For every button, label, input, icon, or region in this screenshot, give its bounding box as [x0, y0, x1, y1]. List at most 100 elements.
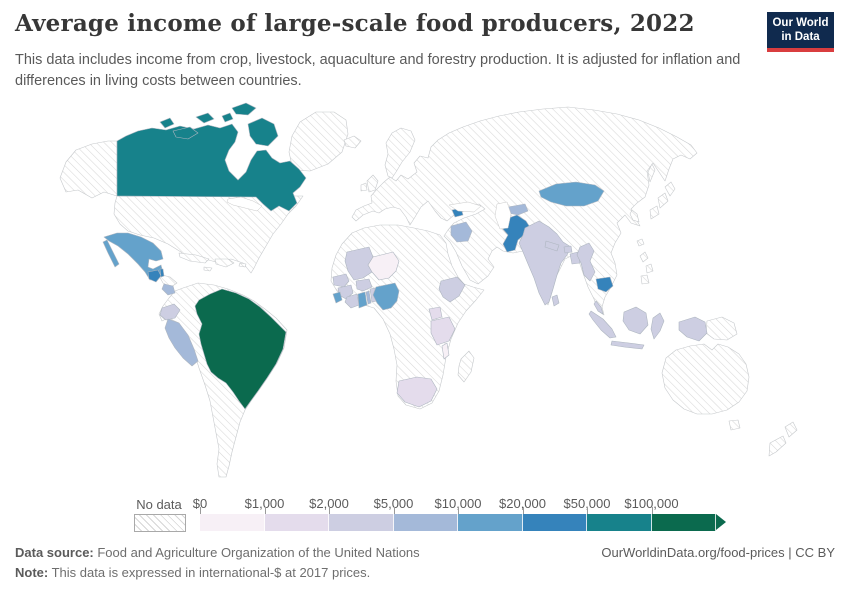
country-mexico[interactable]: [102, 232, 164, 281]
country-indonesia-borneo[interactable]: [622, 306, 649, 335]
country-indonesia-sulawesi[interactable]: [650, 312, 665, 340]
country-bhutan[interactable]: [563, 245, 573, 254]
legend-tick-label-7: $100,000: [624, 496, 679, 511]
country-guatemala[interactable]: [147, 269, 162, 283]
region-cuba-no-data[interactable]: [178, 252, 210, 264]
region-ireland-no-data[interactable]: [360, 182, 368, 192]
country-india[interactable]: [518, 220, 572, 306]
great-lakes: [226, 196, 263, 212]
page-title: Average income of large-scale food produ…: [15, 10, 695, 37]
country-senegal[interactable]: [332, 273, 350, 288]
legend-no-data-swatch[interactable]: [134, 514, 186, 532]
country-ghana[interactable]: [357, 291, 368, 309]
country-mongolia[interactable]: [538, 181, 605, 207]
country-burkina-faso[interactable]: [355, 278, 373, 292]
legend-tick-mark-6: [587, 507, 588, 514]
legend-tick-label-6: $50,000: [563, 496, 611, 511]
country-brazil[interactable]: [194, 288, 287, 410]
country-malaysia[interactable]: [593, 300, 604, 315]
legend-bucket-2[interactable]: [329, 514, 394, 531]
region-taiwan-no-data[interactable]: [636, 238, 645, 247]
legend-tick-label-3: $5,000: [373, 496, 414, 511]
region-japan-no-data[interactable]: [649, 181, 676, 220]
country-togo[interactable]: [365, 290, 372, 305]
page-subtitle: This data includes income from crop, liv…: [15, 52, 741, 89]
legend-tick-mark-0: [200, 507, 201, 514]
chart-footer: Data source: Food and Agriculture Organi…: [15, 543, 835, 583]
country-nepal[interactable]: [544, 240, 560, 252]
region-alaska-no-data[interactable]: [59, 140, 118, 199]
country-sierra-leone[interactable]: [332, 291, 343, 304]
country-uganda[interactable]: [428, 306, 443, 321]
region-honduras-no-data[interactable]: [157, 273, 178, 288]
footer-note-text: This data is expressed in international-…: [48, 565, 371, 580]
region-hispaniola-no-data[interactable]: [214, 258, 235, 268]
region-scandinavia-no-data[interactable]: [384, 127, 416, 179]
country-iraq[interactable]: [450, 221, 473, 243]
country-south-africa[interactable]: [396, 376, 438, 408]
region-iceland-no-data[interactable]: [343, 135, 362, 149]
region-madagascar-no-data[interactable]: [457, 350, 475, 383]
country-sri-lanka[interactable]: [551, 294, 560, 307]
footer-note-line: Note: This data is expressed in internat…: [15, 563, 835, 583]
region-australia-no-data[interactable]: [661, 343, 750, 415]
country-malawi[interactable]: [441, 342, 450, 360]
country-cambodia[interactable]: [595, 276, 614, 293]
country-canada-islands[interactable]: [159, 102, 279, 147]
region-korea-no-data[interactable]: [629, 209, 640, 223]
legend-tick-mark-2: [329, 507, 330, 514]
region-greenland-no-data[interactable]: [288, 111, 349, 172]
legend-color-bar: [200, 514, 716, 531]
country-tanzania[interactable]: [430, 316, 456, 346]
legend-bucket-3[interactable]: [393, 514, 458, 531]
legend-tick-label-1: $1,000: [244, 496, 285, 511]
country-ethiopia[interactable]: [438, 276, 466, 303]
legend-tick-mark-5: [522, 507, 524, 514]
owid-logo[interactable]: Our World in Data: [767, 12, 834, 52]
legend-bucket-6[interactable]: [587, 514, 652, 531]
legend-bucket-7[interactable]: [651, 514, 716, 531]
region-jamaica-no-data[interactable]: [203, 266, 213, 272]
owid-logo-line1: Our World: [772, 17, 829, 29]
country-ecuador[interactable]: [159, 303, 181, 321]
country-indonesia-sumatra[interactable]: [588, 310, 617, 339]
country-belize[interactable]: [159, 268, 165, 278]
region-philippines-no-data[interactable]: [639, 251, 654, 285]
region-puerto-rico-no-data[interactable]: [238, 262, 247, 268]
region-papua-new-guinea-no-data[interactable]: [705, 316, 738, 341]
country-nicaragua[interactable]: [161, 283, 176, 296]
legend-tick-label-5: $20,000: [499, 496, 546, 511]
footer-source-text: Food and Agriculture Organization of the…: [93, 545, 420, 560]
footer-note-label: Note:: [15, 565, 49, 580]
country-indonesia-papua[interactable]: [678, 316, 708, 342]
legend-tick-label-2: $2,000: [309, 496, 349, 511]
legend-bucket-0[interactable]: [200, 514, 265, 531]
region-uk-no-data[interactable]: [366, 174, 379, 193]
country-niger[interactable]: [367, 251, 400, 281]
region-tasmania-no-data[interactable]: [728, 419, 741, 431]
country-myanmar[interactable]: [576, 242, 596, 282]
owid-logo-line2: in Data: [781, 31, 820, 43]
region-new-zealand-no-data[interactable]: [768, 421, 798, 457]
country-canada[interactable]: [116, 123, 307, 212]
legend-tick-label-0: $0: [192, 496, 208, 511]
region-sakhalin-no-data[interactable]: [647, 163, 656, 183]
legend-tick-mark-3: [393, 507, 395, 514]
country-cote-divoire[interactable]: [344, 293, 360, 309]
legend-bucket-5[interactable]: [522, 514, 587, 531]
legend-arrow-cap: [716, 514, 726, 530]
footer-source-line: Data source: Food and Agriculture Organi…: [15, 543, 835, 563]
legend-tick-mark-7: [651, 507, 653, 514]
legend-bucket-4[interactable]: [458, 514, 523, 531]
country-indonesia-java[interactable]: [610, 340, 645, 350]
legend-tick-mark-1: [264, 507, 266, 514]
country-mali[interactable]: [344, 246, 374, 281]
footer-link[interactable]: OurWorldinData.org/food-prices | CC BY: [601, 545, 835, 560]
legend-bucket-1[interactable]: [264, 514, 329, 531]
footer-source-label: Data source:: [15, 545, 94, 560]
country-nigeria[interactable]: [372, 282, 400, 311]
country-peru[interactable]: [164, 318, 199, 367]
